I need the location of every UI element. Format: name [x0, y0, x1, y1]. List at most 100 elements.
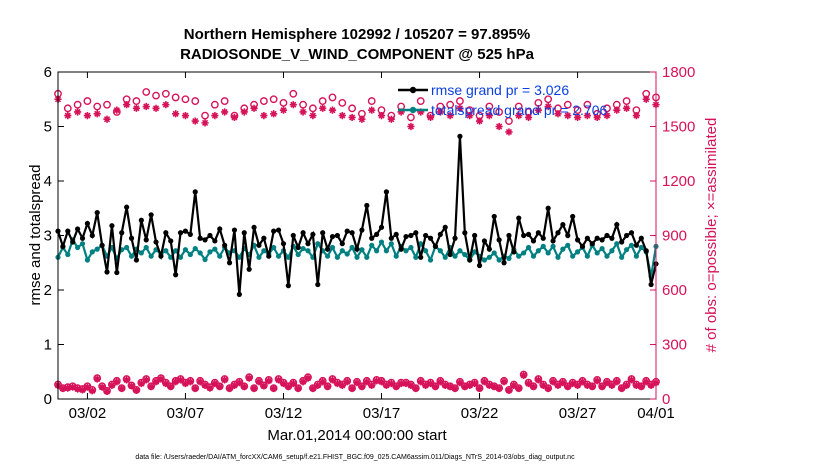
rmse-point: [329, 233, 336, 240]
obs-assimilated-marker: [564, 383, 572, 391]
totalspread-point: [192, 245, 198, 252]
obs-assimilated-marker: [255, 378, 263, 386]
obs-assimilated-top-marker: [632, 112, 640, 120]
totalspread-point: [623, 247, 630, 253]
obs-assimilated-top-marker: [554, 110, 562, 118]
obs-assimilated-marker: [373, 377, 381, 385]
x-tick-label: 03/02: [69, 405, 107, 422]
obs-possible-top-marker: [269, 95, 278, 104]
rmse-point: [143, 237, 149, 243]
obs-assimilated-marker: [279, 379, 288, 388]
totalspread-point: [128, 253, 135, 259]
obs-possible-top-marker: [348, 104, 356, 113]
rmse-point: [261, 235, 267, 241]
obs-possible-top-marker: [93, 102, 102, 111]
obs-assimilated-marker: [495, 384, 503, 393]
totalspread-point: [349, 244, 355, 251]
legend-rmse-marker: [409, 86, 417, 94]
totalspread-point: [540, 243, 546, 249]
rmse-point: [383, 189, 390, 195]
obs-possible-top-marker: [63, 104, 72, 113]
rmse-point: [354, 246, 360, 252]
obs-assimilated-marker: [554, 381, 562, 389]
obs-assimilated-marker: [505, 386, 513, 394]
obs-possible-top-marker: [103, 100, 111, 109]
obs-assimilated-marker: [490, 383, 498, 391]
rmse-point: [604, 232, 610, 239]
obs-assimilated-marker: [250, 384, 258, 393]
obs-assimilated-marker: [549, 378, 557, 386]
obs-assimilated-marker: [83, 383, 92, 391]
rmse-point: [516, 215, 522, 221]
legend-rmse-text: rmse grand pr = 3.026: [431, 82, 569, 98]
totalspread-point: [565, 242, 571, 248]
obs-assimilated-top-marker: [299, 108, 307, 116]
totalspread-point: [383, 248, 390, 254]
obs-assimilated-top-marker: [603, 112, 611, 120]
obs-assimilated-top-marker: [181, 112, 190, 120]
obs-assimilated-marker: [142, 376, 150, 384]
y-axis-label-left: rmse and totalspread: [27, 165, 44, 306]
obs-assimilated-top-marker: [377, 112, 386, 120]
rmse-point: [344, 228, 350, 234]
totalspread-point: [491, 250, 497, 256]
obs-assimilated-marker: [132, 386, 141, 394]
obs-possible-top-marker: [201, 111, 209, 120]
totalspread-point: [393, 253, 399, 259]
totalspread-point: [177, 254, 184, 260]
obs-assimilated-marker: [618, 384, 626, 393]
obs-assimilated-marker: [436, 378, 444, 386]
totalspread-point: [545, 250, 551, 256]
totalspread-point: [374, 248, 380, 254]
rmse-point: [584, 235, 590, 241]
obs-assimilated-marker: [363, 378, 371, 386]
rmse-point: [599, 237, 605, 243]
rmse-line: [56, 136, 658, 295]
obs-possible-top-marker: [210, 100, 219, 109]
obs-assimilated-marker: [534, 376, 542, 384]
obs-possible-top-marker: [534, 98, 543, 107]
obs-possible-top-marker: [505, 117, 513, 125]
rmse-point: [182, 228, 189, 234]
obs-possible-top-marker: [573, 106, 582, 115]
obs-possible-top-marker: [367, 97, 376, 105]
rmse-point: [231, 227, 238, 233]
rmse-point: [207, 232, 213, 239]
x-tick-label: 03/07: [167, 405, 205, 422]
totalspread-point: [574, 249, 581, 255]
obs-assimilated-marker: [284, 383, 292, 391]
obs-assimilated-top-marker: [328, 106, 337, 114]
obs-assimilated-marker: [603, 379, 611, 387]
obs-assimilated-marker: [118, 384, 126, 393]
plot-area: [54, 88, 660, 395]
y-tick-label-left: 1: [44, 337, 52, 354]
obs-possible-top-marker: [318, 97, 327, 105]
rmse-point: [89, 232, 95, 239]
rmse-point: [545, 205, 551, 211]
rmse-point: [60, 243, 66, 249]
obs-possible-top-marker: [407, 113, 415, 122]
obs-assimilated-top-marker: [524, 113, 533, 122]
rmse-point: [614, 222, 620, 228]
y-tick-label-left: 5: [44, 119, 52, 136]
rmse-point: [315, 281, 321, 288]
totalspread-point: [604, 253, 610, 259]
totalspread-point: [378, 239, 385, 245]
rmse-point: [275, 227, 282, 233]
rmse-point: [158, 253, 164, 259]
totalspread-point: [202, 256, 208, 263]
y-axis-label-right: # of obs: o=possible; ×=assimilated: [703, 118, 720, 353]
totalspread-point: [472, 249, 478, 255]
rmse-point: [163, 230, 169, 236]
rmse-point: [398, 246, 404, 252]
obs-assimilated-marker: [191, 384, 199, 393]
obs-assimilated-marker: [417, 378, 425, 386]
obs-assimilated-marker: [500, 378, 508, 386]
totalspread-point: [619, 254, 625, 260]
rmse-point: [530, 238, 537, 244]
obs-assimilated-marker: [573, 381, 582, 389]
obs-assimilated-marker: [544, 384, 552, 393]
obs-possible-top-marker: [603, 104, 611, 113]
obs-assimilated-marker: [377, 378, 386, 386]
obs-assimilated-marker: [451, 384, 459, 393]
